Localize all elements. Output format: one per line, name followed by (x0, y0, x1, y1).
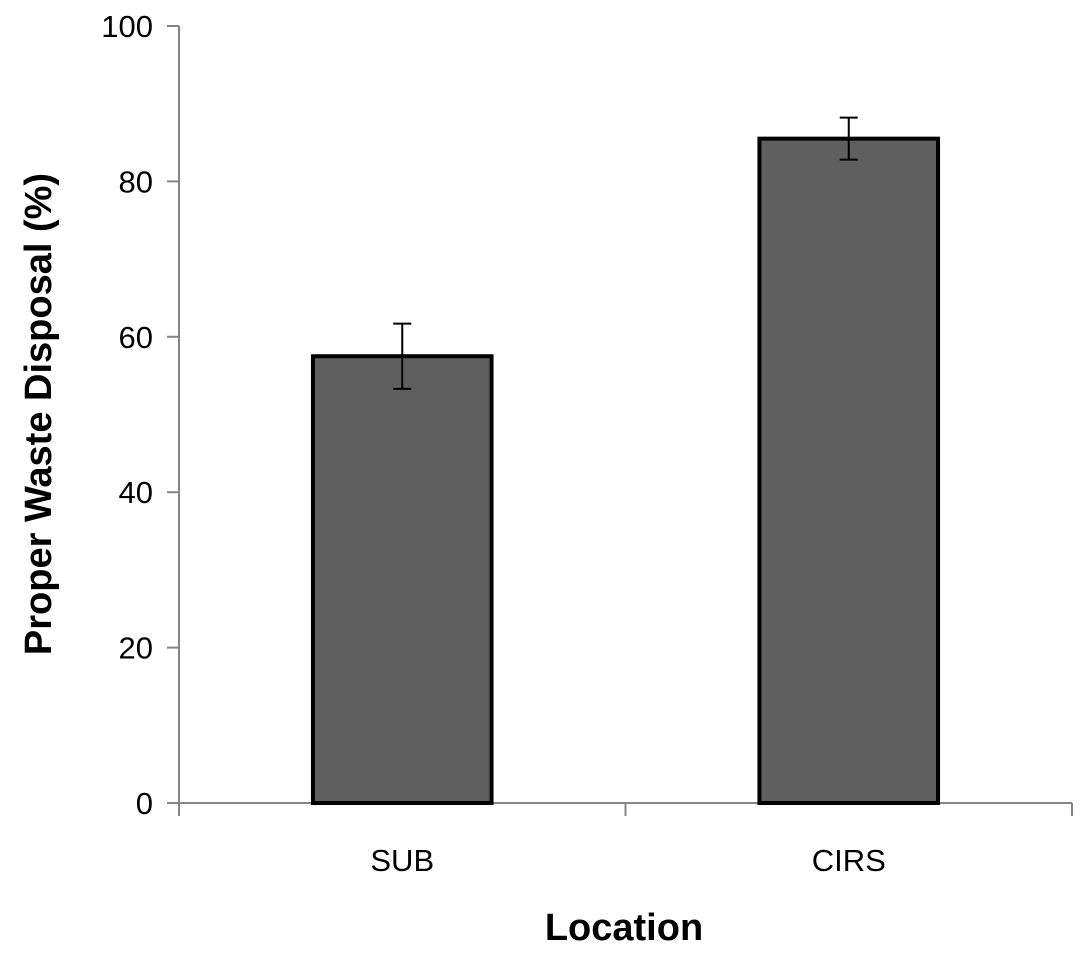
x-tick-label-sub: SUB (370, 843, 434, 878)
y-tick-label: 80 (119, 164, 153, 199)
y-axis-title: Proper Waste Disposal (%) (18, 173, 60, 655)
y-tick-label: 0 (136, 786, 153, 821)
bar-sub (310, 354, 494, 805)
y-tick-label: 40 (119, 475, 153, 510)
bar-cirs (757, 136, 941, 806)
y-tick-label: 100 (101, 9, 153, 44)
y-tick-label: 20 (119, 631, 153, 666)
x-tick-label-cirs: CIRS (812, 843, 886, 878)
x-axis-title: Location (545, 907, 703, 949)
y-tick-label: 60 (119, 320, 153, 355)
plot-area: 0 20 40 60 80 100 SUB CIRS (101, 9, 1073, 878)
